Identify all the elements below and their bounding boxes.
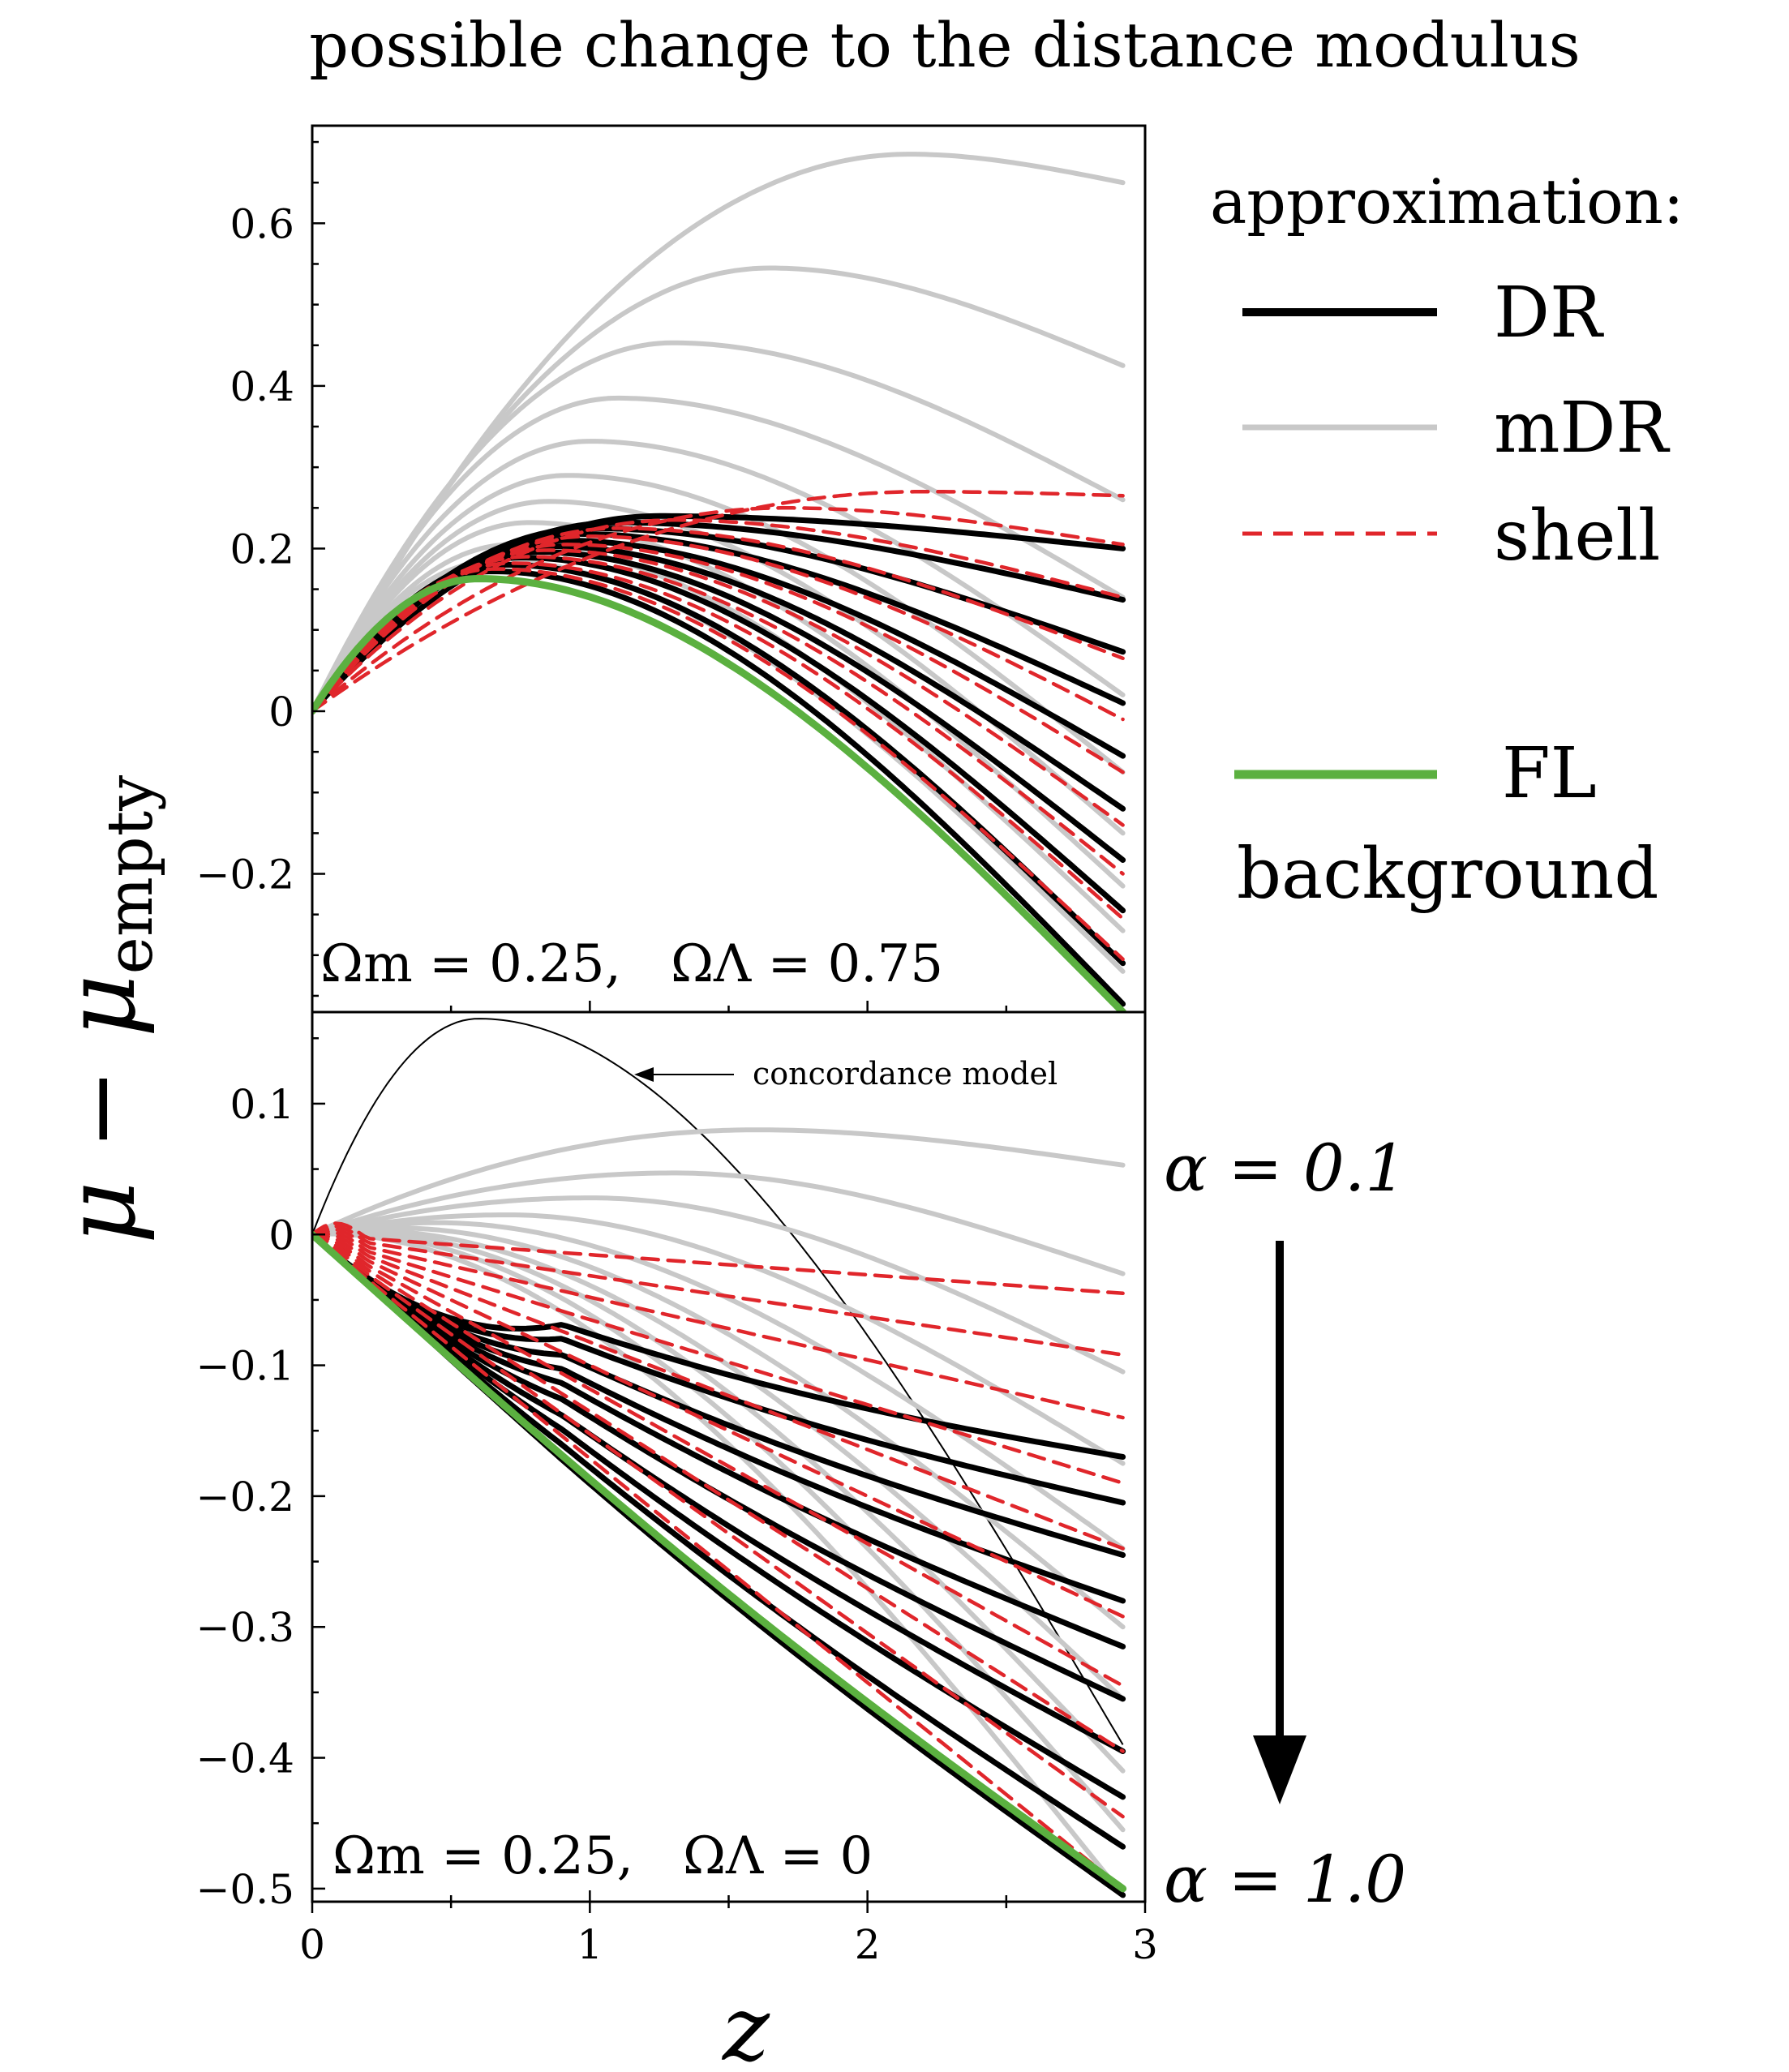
shell-line-10 [312, 567, 1125, 962]
alpha-bottom-label: α = 1.0 [1164, 1842, 1406, 1917]
shell-line-10 [312, 1233, 1125, 1891]
mdr-line-6 [312, 473, 1126, 775]
mdr-line-5 [312, 439, 1126, 714]
mdr-line-4 [312, 395, 1126, 714]
shell-line-9 [312, 1233, 1125, 1819]
bottom-curves [312, 1018, 1127, 1898]
figure-title: possible change to the distance modulus [309, 9, 1581, 81]
concordance-label: concordance model [753, 1056, 1058, 1092]
shell-line-4 [312, 1229, 1125, 1486]
xtick-label: 0 [299, 1921, 325, 1968]
mdr-line-1 [312, 1127, 1126, 1238]
legend-label-fl: FL [1502, 733, 1597, 814]
xtick-label: 1 [577, 1921, 603, 1968]
shell-line-3 [312, 518, 1125, 714]
legend-footer: background [1237, 834, 1658, 915]
top-ytick-label: −0.2 [196, 852, 294, 899]
mdr-line-8 [312, 520, 1126, 889]
top-ytick-label: 0 [268, 689, 294, 736]
shell-line-2 [312, 1224, 1125, 1357]
y-axis-title-main: μ − μ [45, 974, 157, 1244]
top-curves [312, 152, 1127, 1012]
legend-label-shell: shell [1494, 495, 1660, 577]
y-axis-title-sub: empty [94, 775, 167, 974]
concordance-arrow [634, 1067, 734, 1082]
bottom-panel: −0.5 −0.4 −0.3 −0.2 −0.1 0 0.1 0 1 2 3 Ωm = 0.25, … [196, 1010, 1158, 1968]
bottom-ytick-label: −0.1 [196, 1343, 294, 1390]
dr-line-8 [312, 1231, 1126, 1800]
shell-line-6 [312, 1233, 1125, 1619]
dr-line-4 [312, 1231, 1126, 1604]
bottom-panel-annotation: Ωm = 0.25, ΩΛ = 0 [332, 1826, 873, 1886]
mdr-line-9 [312, 542, 1126, 933]
x-axis-title: z [721, 1977, 770, 2072]
dr-line-1 [312, 1231, 1126, 1460]
svg-text:μ − μempty: μ − μempty [45, 775, 167, 1244]
shell-line-7 [312, 1233, 1125, 1688]
shell-line-1 [312, 1221, 1125, 1296]
shell-line-5 [312, 1232, 1125, 1551]
alpha-top-label: α = 0.1 [1164, 1130, 1406, 1206]
dr-line-3 [312, 1231, 1126, 1558]
bottom-axes: −0.5 −0.4 −0.3 −0.2 −0.1 0 0.1 0 1 2 3 [196, 1010, 1158, 1968]
top-panel: −0.2 0 0.2 0.4 0.6 Ωm = 0.25, ΩΛ = 0.75 [196, 124, 1147, 1014]
mdr-line-2 [312, 1170, 1126, 1276]
y-axis-title: μ − μempty [45, 775, 167, 1244]
alpha-arrow-head [1253, 1735, 1306, 1804]
xtick-label: 3 [1132, 1921, 1158, 1968]
top-ytick-label: 0.4 [230, 363, 294, 410]
shell-line-2 [312, 506, 1125, 714]
shell-line-8 [312, 1233, 1125, 1753]
legend-heading: approximation: [1210, 165, 1684, 238]
bottom-ytick-label: 0.1 [230, 1081, 294, 1128]
bottom-ytick-label: 0 [268, 1212, 294, 1259]
legend: approximation: DR mDR shell FL backgroun… [1210, 165, 1684, 915]
dr-line-5 [312, 1231, 1126, 1649]
bottom-ytick-label: −0.3 [196, 1604, 294, 1651]
top-ytick-label: 0.2 [230, 526, 294, 573]
mdr-line-3 [312, 1195, 1126, 1375]
bottom-ytick-label: −0.4 [196, 1735, 294, 1782]
alpha-annotation: α = 0.1 α = 1.0 [1164, 1130, 1406, 1917]
top-panel-annotation: Ωm = 0.25, ΩΛ = 0.75 [320, 934, 943, 994]
shell-line-1 [312, 489, 1125, 714]
mdr-line-4 [312, 1212, 1126, 1466]
mdr-line-3 [312, 340, 1126, 714]
bottom-ytick-label: −0.2 [196, 1474, 294, 1521]
legend-label-mdr: mDR [1494, 388, 1671, 469]
xtick-label: 2 [855, 1921, 881, 1968]
fl-line-1 [312, 1230, 1127, 1893]
bottom-ytick-label: −0.5 [196, 1866, 294, 1913]
shell-line-3 [312, 1227, 1125, 1420]
legend-label-dr: DR [1494, 272, 1604, 354]
fl-line-1 [312, 575, 1127, 1012]
top-ytick-label: 0.6 [230, 200, 294, 247]
